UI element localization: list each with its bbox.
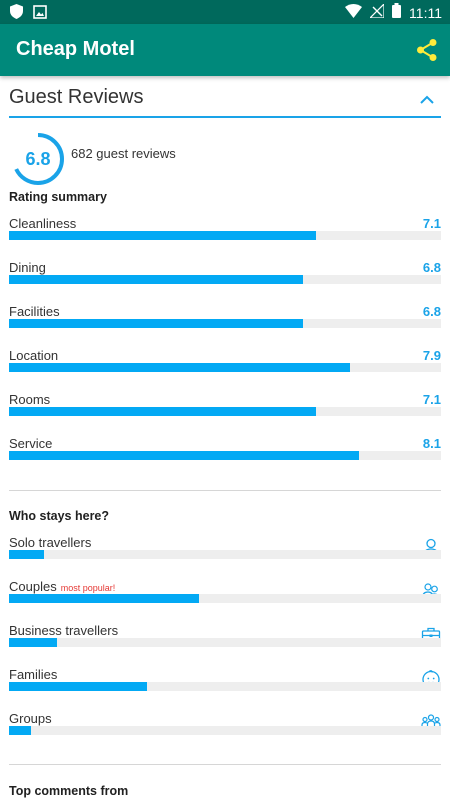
rating-label: Service bbox=[9, 436, 53, 451]
review-count: 682 guest reviews bbox=[71, 146, 176, 161]
rating-row-dining: Dining 6.8 bbox=[9, 260, 441, 300]
rating-value: 6.8 bbox=[422, 304, 441, 319]
rating-row-rooms: Rooms 7.1 bbox=[9, 392, 441, 432]
who-bar-fill bbox=[9, 726, 31, 735]
who-bar-fill bbox=[9, 638, 57, 647]
battery-icon bbox=[392, 3, 402, 23]
divider bbox=[9, 490, 441, 491]
rating-label: Dining bbox=[9, 260, 46, 275]
wifi-icon bbox=[345, 3, 363, 23]
who-bar-fill bbox=[9, 682, 148, 691]
rating-bar-fill bbox=[9, 275, 303, 284]
top-comments-heading: Top comments from bbox=[9, 784, 129, 798]
share-button[interactable] bbox=[414, 37, 440, 63]
who-stays-heading: Who stays here? bbox=[9, 509, 110, 523]
rating-label: Location bbox=[9, 348, 59, 363]
who-bar bbox=[9, 550, 441, 559]
rating-row-service: Service 8.1 bbox=[9, 436, 441, 476]
who-row-families: Families bbox=[9, 667, 441, 707]
rating-row-location: Location 7.9 bbox=[9, 348, 441, 388]
rating-bar-fill bbox=[9, 363, 351, 372]
no-signal-icon bbox=[368, 2, 385, 23]
rating-bar-fill bbox=[9, 407, 316, 416]
rating-value: 8.1 bbox=[422, 436, 441, 451]
status-bar: 11:11 bbox=[0, 0, 450, 24]
rating-bar bbox=[9, 451, 441, 460]
rating-bar bbox=[9, 319, 441, 328]
rating-bar bbox=[9, 275, 441, 284]
who-bar bbox=[9, 594, 441, 603]
rating-row-facilities: Facilities 6.8 bbox=[9, 304, 441, 344]
who-label: Groups bbox=[9, 711, 52, 726]
rating-bar bbox=[9, 363, 441, 372]
who-bar-fill bbox=[9, 550, 44, 559]
shield-icon bbox=[10, 4, 23, 24]
section-title: Guest Reviews bbox=[9, 86, 144, 108]
rating-label: Cleanliness bbox=[9, 216, 77, 231]
who-bar bbox=[9, 638, 441, 647]
chevron-up-icon bbox=[420, 95, 434, 104]
who-label: Couples most popular! bbox=[9, 579, 116, 594]
who-row-solo: Solo travellers bbox=[9, 535, 441, 575]
rating-bar-fill bbox=[9, 319, 303, 328]
who-label: Business travellers bbox=[9, 623, 119, 638]
who-label: Solo travellers bbox=[9, 535, 92, 550]
rating-row-cleanliness: Cleanliness 7.1 bbox=[9, 216, 441, 256]
rating-label: Rooms bbox=[9, 392, 51, 407]
app-bar: Cheap Motel bbox=[0, 24, 450, 76]
rating-bar-fill bbox=[9, 231, 316, 240]
collapse-button[interactable] bbox=[417, 90, 437, 110]
rating-value: 7.9 bbox=[422, 348, 441, 363]
rating-bar bbox=[9, 231, 441, 240]
who-row-couples: Couples most popular! bbox=[9, 579, 441, 619]
who-row-business: Business travellers bbox=[9, 623, 441, 663]
who-bar-fill bbox=[9, 594, 200, 603]
who-bar bbox=[9, 726, 441, 735]
rating-label: Facilities bbox=[9, 304, 60, 319]
score-value: 6.8 bbox=[25, 149, 51, 169]
who-row-groups: Groups bbox=[9, 711, 441, 751]
who-label: Families bbox=[9, 667, 58, 682]
rating-value: 7.1 bbox=[422, 392, 441, 407]
most-popular-tag: most popular! bbox=[60, 583, 116, 593]
who-bar bbox=[9, 682, 441, 691]
rating-bar bbox=[9, 407, 441, 416]
image-icon bbox=[33, 4, 47, 24]
score-ring bbox=[12, 133, 64, 185]
app-title: Cheap Motel bbox=[16, 38, 135, 60]
rating-summary-heading: Rating summary bbox=[9, 190, 107, 204]
group-icon bbox=[421, 714, 441, 731]
rating-value: 7.1 bbox=[422, 216, 441, 231]
guest-reviews-header[interactable]: Guest Reviews bbox=[9, 84, 441, 118]
share-icon bbox=[417, 39, 437, 61]
clock-time: 11:11 bbox=[409, 5, 442, 21]
rating-value: 6.8 bbox=[422, 260, 441, 275]
rating-bar-fill bbox=[9, 451, 359, 460]
divider bbox=[9, 764, 441, 765]
